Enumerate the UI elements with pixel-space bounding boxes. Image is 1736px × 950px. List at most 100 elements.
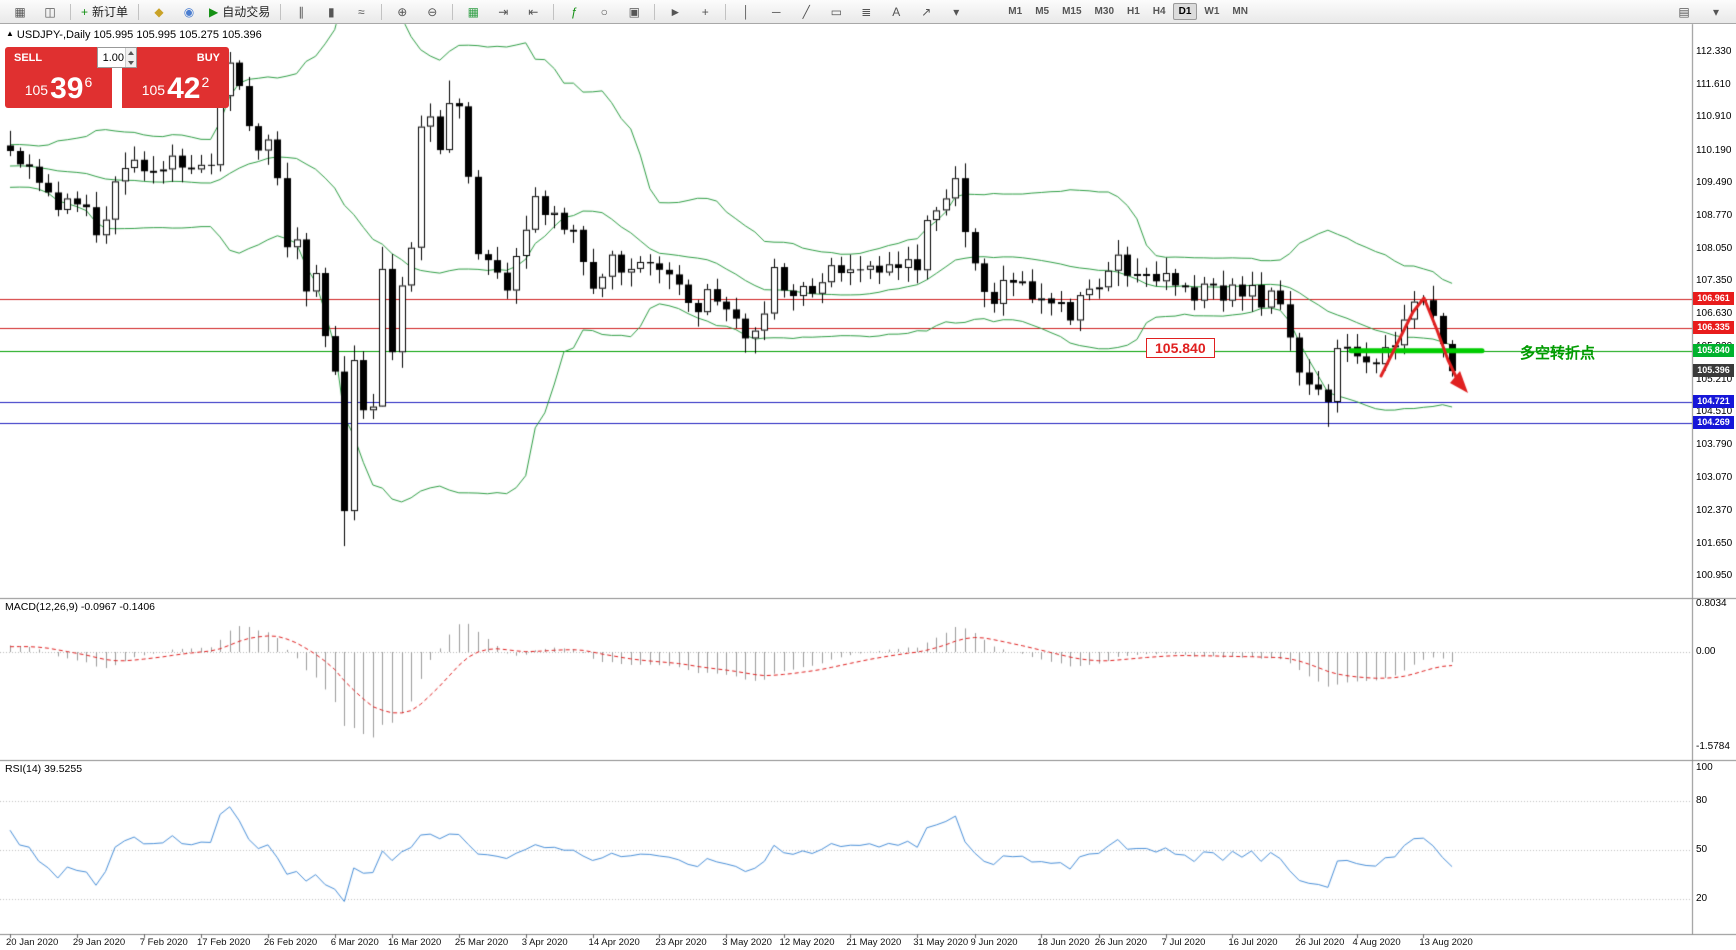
timeframe-d1[interactable]: D1 bbox=[1172, 3, 1198, 20]
line-chart-icon[interactable]: ≈ bbox=[347, 1, 375, 23]
templates-icon[interactable]: ▣ bbox=[620, 1, 648, 23]
text-icon[interactable]: A bbox=[882, 1, 910, 23]
zoom-out-icon-glyph: ⊖ bbox=[427, 4, 438, 19]
autotrading-button[interactable]: ▶ 自动交易 bbox=[205, 1, 274, 23]
horizontal-line-icon[interactable]: ─ bbox=[762, 1, 790, 23]
buy-button-header[interactable]: BUY bbox=[137, 47, 229, 68]
toolbar-separator bbox=[654, 3, 656, 20]
toolbar-separator bbox=[70, 3, 71, 20]
sell-button-header[interactable]: SELL bbox=[5, 47, 97, 68]
chart-shift-icon[interactable]: ⇤ bbox=[519, 1, 547, 23]
shapes-dropdown-icon[interactable]: ▾ bbox=[942, 1, 970, 23]
trendline-icon[interactable]: ╱ bbox=[792, 1, 820, 23]
line-chart-icon-glyph: ≈ bbox=[357, 4, 365, 19]
chart-window-icon[interactable]: ▦ bbox=[6, 1, 34, 23]
timeframe-m30[interactable]: M30 bbox=[1094, 6, 1114, 17]
chart-shift-icon-glyph: ⇤ bbox=[528, 4, 539, 19]
panels-icon[interactable]: ▤ bbox=[1678, 4, 1690, 19]
volume-input[interactable] bbox=[98, 48, 125, 67]
timeframe-w1[interactable]: W1 bbox=[1204, 6, 1220, 17]
new-order-button[interactable]: + 新订单 bbox=[77, 1, 132, 23]
autotrading-button-glyph: ▶ bbox=[209, 4, 219, 19]
mql5-icon-glyph: ◆ bbox=[154, 4, 164, 19]
buy-label: BUY bbox=[196, 51, 220, 64]
turning-point-note[interactable]: 多空转折点 bbox=[1520, 345, 1596, 362]
crosshair-icon[interactable]: + bbox=[691, 1, 719, 23]
timeframe-m1[interactable]: M1 bbox=[1008, 6, 1023, 17]
chart-ohlc-header: ▲ USDJPY-,Daily 105.995 105.995 105.275 1… bbox=[6, 29, 262, 41]
auto-scroll-icon-glyph: ⇥ bbox=[498, 4, 509, 19]
channel-icon-glyph: ▭ bbox=[830, 4, 842, 19]
toolbar-separator bbox=[381, 3, 383, 20]
zoom-in-icon-glyph: ⊕ bbox=[397, 4, 408, 19]
sell-price-big: 39 bbox=[50, 72, 84, 105]
vertical-line-icon[interactable]: │ bbox=[732, 1, 760, 23]
fibonacci-icon-glyph: ≣ bbox=[861, 4, 872, 19]
timeframe-group: M1 M5 M15 M30 H1 H4 D1 W1 MN bbox=[1002, 3, 1254, 20]
profiles-icon-glyph: ◫ bbox=[44, 4, 56, 19]
symbol-marker-icon: ▲ bbox=[6, 29, 14, 38]
volume-control bbox=[97, 47, 137, 68]
timeframe-m5[interactable]: M5 bbox=[1035, 6, 1050, 17]
sell-price-sup: 6 bbox=[84, 74, 93, 90]
indicators-icon-glyph: ƒ bbox=[570, 4, 578, 19]
trade-panel-divider bbox=[112, 68, 122, 108]
timeframe-h4[interactable]: H4 bbox=[1152, 6, 1166, 17]
price-level-annotation[interactable]: 105.840 bbox=[1146, 338, 1215, 358]
candlestick-icon[interactable]: ▮ bbox=[317, 1, 345, 23]
toolbar-separator bbox=[280, 3, 282, 20]
volume-decrease-button[interactable] bbox=[126, 57, 136, 67]
periods-icon-glyph: ○ bbox=[600, 4, 608, 19]
zoom-out-icon[interactable]: ⊖ bbox=[418, 1, 446, 23]
dropdown-icon[interactable]: ▾ bbox=[1712, 4, 1720, 19]
channel-icon[interactable]: ▭ bbox=[822, 1, 850, 23]
new-order-button-label: 新订单 bbox=[92, 5, 129, 19]
indicators-icon[interactable]: ƒ bbox=[560, 1, 588, 23]
buy-price-prefix: 105 bbox=[141, 82, 166, 98]
fibonacci-icon[interactable]: ≣ bbox=[852, 1, 880, 23]
candlestick-icon-glyph: ▮ bbox=[327, 4, 335, 19]
cursor-icon[interactable]: ► bbox=[661, 1, 689, 23]
buy-price-sup: 2 bbox=[201, 74, 210, 90]
ohlc-text: USDJPY-,Daily 105.995 105.995 105.275 10… bbox=[16, 29, 262, 41]
trendline-icon-glyph: ╱ bbox=[802, 4, 810, 19]
chart-window-icon-glyph: ▦ bbox=[14, 4, 26, 19]
timeframe-h1[interactable]: H1 bbox=[1127, 6, 1140, 17]
sell-label: SELL bbox=[14, 51, 43, 64]
templates-icon-glyph: ▣ bbox=[628, 4, 640, 19]
crosshair-icon-glyph: + bbox=[701, 4, 709, 19]
buy-price-big: 42 bbox=[167, 72, 201, 105]
toolbar-separator bbox=[138, 3, 140, 20]
profiles-icon[interactable]: ◫ bbox=[36, 1, 64, 23]
volume-spinner bbox=[125, 48, 136, 67]
vertical-line-icon-glyph: │ bbox=[742, 4, 751, 19]
buy-button[interactable]: 105 42 2 bbox=[122, 68, 229, 108]
tile-windows-icon[interactable]: ▦ bbox=[459, 1, 487, 23]
toolbar-right-group: ▤ ▾ bbox=[1670, 1, 1730, 23]
zoom-in-icon[interactable]: ⊕ bbox=[388, 1, 416, 23]
mql5-icon[interactable]: ◆ bbox=[145, 1, 173, 23]
new-order-button-glyph: + bbox=[81, 4, 89, 19]
signals-icon-glyph: ◉ bbox=[183, 4, 195, 19]
signals-icon[interactable]: ◉ bbox=[175, 1, 203, 23]
sell-price-prefix: 105 bbox=[24, 82, 49, 98]
cursor-icon-glyph: ► bbox=[669, 4, 682, 19]
horizontal-line-icon-glyph: ─ bbox=[772, 4, 781, 19]
toolbar-separator bbox=[553, 3, 555, 20]
arrows-icon[interactable]: ↗ bbox=[912, 1, 940, 23]
bar-chart-icon-glyph: ∥ bbox=[298, 4, 305, 19]
tile-windows-icon-glyph: ▦ bbox=[467, 4, 479, 19]
volume-increase-button[interactable] bbox=[126, 48, 136, 58]
sell-button[interactable]: 105 39 6 bbox=[5, 68, 112, 108]
shapes-dropdown-icon-glyph: ▾ bbox=[953, 4, 960, 19]
auto-scroll-icon[interactable]: ⇥ bbox=[489, 1, 517, 23]
periods-icon[interactable]: ○ bbox=[590, 1, 618, 23]
toolbar: ▦ ◫ + 新订单 ◆ ◉ ▶ 自动交易 ∥ ▮ ≈ ⊕ ⊖ ▦ ⇥ ⇤ ƒ ○ ▣ ► + │ ─ ╱ ▭ ≣ A ↗ ▾ M1 M5 M1… bbox=[0, 0, 1736, 24]
bar-chart-icon[interactable]: ∥ bbox=[287, 1, 315, 23]
timeframe-mn[interactable]: MN bbox=[1232, 6, 1248, 17]
text-icon-glyph: A bbox=[892, 4, 901, 19]
timeframe-m15[interactable]: M15 bbox=[1062, 6, 1082, 17]
